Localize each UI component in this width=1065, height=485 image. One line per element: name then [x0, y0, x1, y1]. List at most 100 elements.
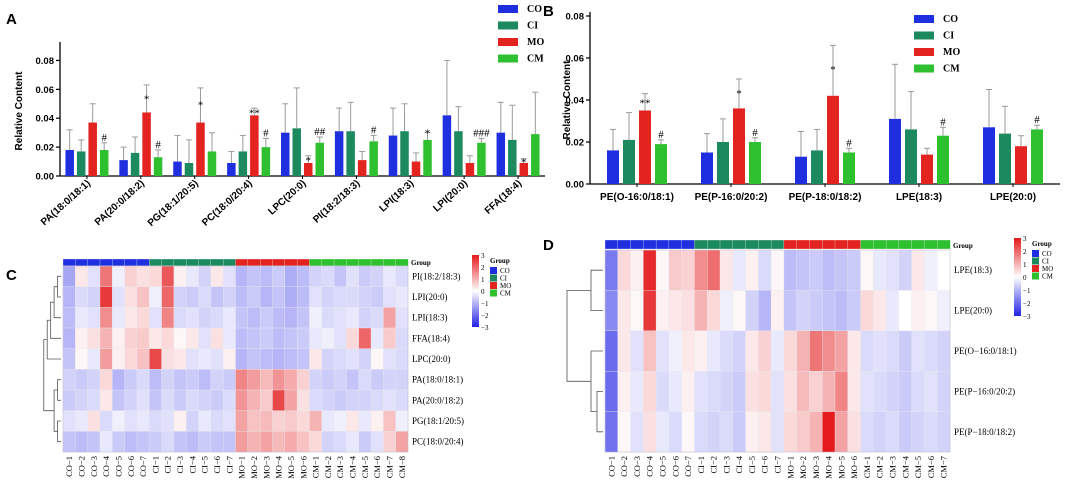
heatmap-cell: [796, 290, 810, 332]
heatmap-cell: [732, 411, 747, 453]
heatmap-cell: [272, 327, 286, 350]
heatmap-cell: [847, 249, 862, 291]
heatmap-cell: [149, 431, 163, 453]
heatmap-row-label: LPE(18:3): [954, 265, 992, 275]
bar-co: [388, 135, 398, 176]
heatmap-cell: [247, 389, 261, 412]
x-category-label: PC(18:0/20:4): [200, 178, 254, 229]
heatmap-cell: [112, 307, 126, 329]
heatmap-cell: [296, 410, 310, 432]
heatmap-column-label: MO−4: [824, 455, 834, 478]
color-scale-tick: 2: [481, 264, 485, 272]
heatmap-cell: [719, 330, 734, 372]
heatmap-cell: [75, 389, 89, 412]
heatmap-cell: [259, 389, 273, 412]
significance-mark: *: [521, 157, 527, 169]
x-category-label: FFA(18:4): [483, 178, 524, 217]
heatmap-cell: [655, 371, 670, 413]
heatmap-cell: [210, 307, 224, 329]
heatmap-cell: [235, 348, 249, 370]
heatmap-cell: [873, 249, 887, 291]
bar-mo: [1015, 146, 1027, 184]
group-bar-label: Group: [953, 242, 973, 250]
heatmap-cell: [210, 286, 224, 308]
heatmap-cell: [284, 410, 298, 432]
heatmap-legend-label-ci: CI: [500, 275, 508, 283]
group-bar-cell: [395, 258, 409, 267]
heatmap-border: [604, 249, 951, 453]
heatmap-cell: [198, 348, 212, 370]
y-tick-label: 0.00: [36, 172, 55, 183]
heatmap-cell: [247, 265, 261, 288]
heatmap-cell: [136, 327, 150, 350]
group-bar-cell: [87, 258, 101, 267]
group-bar-cell: [745, 239, 759, 250]
heatmap-column-label: CO−2: [619, 456, 629, 477]
heatmap-cell: [321, 431, 335, 453]
heatmap-cell: [796, 249, 810, 291]
heatmap-column-label: CM−6: [926, 456, 936, 478]
dendrogram-branch: [53, 389, 58, 432]
bar-cm: [153, 157, 163, 176]
significance-mark: #: [101, 132, 107, 144]
bar-cm: [655, 144, 667, 184]
heatmap-cell: [707, 411, 721, 453]
heatmap-cell: [222, 410, 237, 432]
bar-ci: [400, 131, 409, 176]
heatmap-cell: [198, 286, 212, 308]
heatmap-cell: [62, 410, 76, 432]
heatmap-cell: [668, 371, 683, 413]
heatmap-cell: [395, 369, 409, 391]
x-category-label: PA(18:0/18:1): [39, 178, 93, 228]
heatmap-cell: [99, 431, 113, 453]
heatmap-cell: [247, 431, 261, 453]
heatmap-cell: [924, 249, 938, 291]
bar-mo: [304, 163, 313, 176]
heatmap-cell: [707, 330, 721, 372]
bar-cm: [99, 150, 109, 176]
heatmap-legend-label-mo: MO: [500, 282, 511, 290]
heatmap-cell: [75, 265, 89, 288]
heatmap-cell: [333, 265, 347, 288]
color-scale-tick: −2: [1023, 300, 1031, 308]
heatmap-cell: [758, 371, 772, 413]
heatmap-cell: [87, 348, 101, 370]
significance-mark: *: [736, 88, 742, 100]
heatmap-cell: [284, 307, 298, 329]
heatmap-cell: [395, 431, 409, 453]
dendrogram-branch: [57, 275, 61, 298]
heatmap-cell: [284, 265, 298, 288]
heatmap-cell: [630, 290, 644, 332]
heatmap-cell: [383, 286, 397, 308]
heatmap-cell: [62, 389, 76, 412]
heatmap-cell: [911, 249, 925, 291]
heatmap-cell: [604, 249, 619, 291]
heatmap-cell: [99, 369, 113, 391]
heatmap-cell: [370, 369, 384, 391]
heatmap-column-label: CM−2: [875, 456, 885, 478]
heatmap-column-label: CO−3: [632, 456, 642, 477]
heatmap-cell: [173, 286, 187, 308]
heatmap-cell: [173, 369, 187, 391]
heatmap-cell: [395, 410, 409, 432]
heatmap-cell: [822, 249, 836, 291]
bar-co: [442, 115, 452, 176]
heatmap-column-label: CO−7: [683, 456, 693, 477]
heatmap-column-label: CM−1: [311, 456, 321, 478]
heatmap-cell: [770, 330, 785, 372]
bar-cm: [843, 152, 855, 184]
y-tick-label: 0.06: [566, 54, 585, 65]
heatmap-cell: [898, 371, 913, 413]
heatmap-cell: [358, 327, 372, 350]
heatmap-cell: [149, 389, 163, 412]
heatmap-column-label: CI−4: [187, 455, 197, 473]
x-category-label: PE(O-16:0/18:1): [600, 192, 674, 203]
bar-ci: [346, 131, 355, 176]
heatmap-cell: [370, 410, 384, 432]
heatmap-cell: [758, 411, 772, 453]
heatmap-cell: [235, 431, 249, 453]
heatmap-cell: [321, 286, 335, 308]
heatmap-column-label: CI−6: [760, 456, 770, 474]
heatmap-cell: [885, 411, 900, 453]
heatmap-column-label: CM−1: [862, 456, 872, 478]
